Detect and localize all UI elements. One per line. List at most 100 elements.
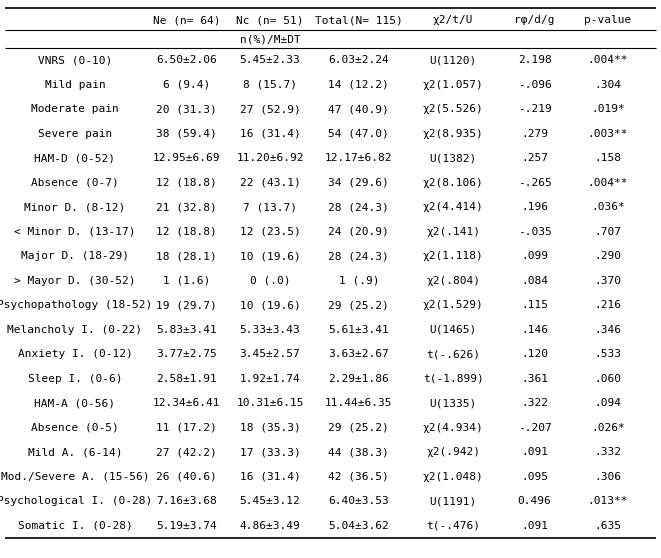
Text: .361: .361 [521,374,548,384]
Text: .004**: .004** [588,55,628,65]
Text: 16 (31.4): 16 (31.4) [239,472,300,482]
Text: 42 (36.5): 42 (36.5) [329,472,389,482]
Text: 12.95±6.69: 12.95±6.69 [153,153,220,163]
Text: .370: .370 [594,276,621,286]
Text: 26 (40.6): 26 (40.6) [156,472,217,482]
Text: 5.83±3.41: 5.83±3.41 [156,325,217,335]
Text: Mild A. (6-14): Mild A. (6-14) [28,448,122,457]
Text: Total(N= 115): Total(N= 115) [315,15,403,25]
Text: 27 (52.9): 27 (52.9) [239,104,300,114]
Text: .196: .196 [521,202,548,212]
Text: .304: .304 [594,80,621,90]
Text: .003**: .003** [588,129,628,139]
Text: .084: .084 [521,276,548,286]
Text: .095: .095 [521,472,548,482]
Text: Melancholy I. (0-22): Melancholy I. (0-22) [7,325,143,335]
Text: 29 (25.2): 29 (25.2) [329,300,389,310]
Text: 20 (31.3): 20 (31.3) [156,104,217,114]
Text: 24 (20.9): 24 (20.9) [329,227,389,237]
Text: χ2(5.526): χ2(5.526) [423,104,484,114]
Text: -.265: -.265 [518,178,551,187]
Text: 11.44±6.35: 11.44±6.35 [325,398,393,408]
Text: 44 (38.3): 44 (38.3) [329,448,389,457]
Text: Absence (0-5): Absence (0-5) [31,423,119,433]
Text: 11 (17.2): 11 (17.2) [156,423,217,433]
Text: 54 (47.0): 54 (47.0) [329,129,389,139]
Text: .091: .091 [521,448,548,457]
Text: .115: .115 [521,300,548,310]
Text: 5.61±3.41: 5.61±3.41 [329,325,389,335]
Text: 6.03±2.24: 6.03±2.24 [329,55,389,65]
Text: Major D. (18-29): Major D. (18-29) [21,251,129,261]
Text: 12 (18.8): 12 (18.8) [156,227,217,237]
Text: 1 (.9): 1 (.9) [338,276,379,286]
Text: .094: .094 [594,398,621,408]
Text: .146: .146 [521,325,548,335]
Text: 16 (31.4): 16 (31.4) [239,129,300,139]
Text: 2.198: 2.198 [518,55,551,65]
Text: 7 (13.7): 7 (13.7) [243,202,297,212]
Text: .060: .060 [594,374,621,384]
Text: 17 (33.3): 17 (33.3) [239,448,300,457]
Text: χ2(.804): χ2(.804) [426,276,480,286]
Text: 3.63±2.67: 3.63±2.67 [329,349,389,359]
Text: 12.34±6.41: 12.34±6.41 [153,398,220,408]
Text: 34 (29.6): 34 (29.6) [329,178,389,187]
Text: .004**: .004** [588,178,628,187]
Text: 11.20±6.92: 11.20±6.92 [236,153,303,163]
Text: 38 (59.4): 38 (59.4) [156,129,217,139]
Text: -.219: -.219 [518,104,551,114]
Text: 1.92±1.74: 1.92±1.74 [239,374,300,384]
Text: .216: .216 [594,300,621,310]
Text: 3.45±2.57: 3.45±2.57 [239,349,300,359]
Text: 6.50±2.06: 6.50±2.06 [156,55,217,65]
Text: .290: .290 [594,251,621,261]
Text: p-value: p-value [584,15,631,25]
Text: Anxiety I. (0-12): Anxiety I. (0-12) [18,349,132,359]
Text: 12.17±6.82: 12.17±6.82 [325,153,393,163]
Text: < Minor D. (13-17): < Minor D. (13-17) [15,227,136,237]
Text: t(-1.899): t(-1.899) [423,374,484,384]
Text: .019*: .019* [591,104,625,114]
Text: U(1465): U(1465) [430,325,477,335]
Text: VNRS (0-10): VNRS (0-10) [38,55,112,65]
Text: 4.86±3.49: 4.86±3.49 [239,521,300,531]
Text: 22 (43.1): 22 (43.1) [239,178,300,187]
Text: 12 (23.5): 12 (23.5) [239,227,300,237]
Text: 14 (12.2): 14 (12.2) [329,80,389,90]
Text: n(%)/M±DT: n(%)/M±DT [239,35,300,45]
Text: 18 (28.1): 18 (28.1) [156,251,217,261]
Text: .257: .257 [521,153,548,163]
Text: 21 (32.8): 21 (32.8) [156,202,217,212]
Text: > Mayor D. (30-52): > Mayor D. (30-52) [15,276,136,286]
Text: 12 (18.8): 12 (18.8) [156,178,217,187]
Text: Severe pain: Severe pain [38,129,112,139]
Text: t(-.626): t(-.626) [426,349,480,359]
Text: Sleep I. (0-6): Sleep I. (0-6) [28,374,122,384]
Text: .091: .091 [521,521,548,531]
Text: 28 (24.3): 28 (24.3) [329,202,389,212]
Text: 47 (40.9): 47 (40.9) [329,104,389,114]
Text: 2.58±1.91: 2.58±1.91 [156,374,217,384]
Text: .120: .120 [521,349,548,359]
Text: 19 (29.7): 19 (29.7) [156,300,217,310]
Text: 2.29±1.86: 2.29±1.86 [329,374,389,384]
Text: -.096: -.096 [518,80,551,90]
Text: χ2(.141): χ2(.141) [426,227,480,237]
Text: χ2(.942): χ2(.942) [426,448,480,457]
Text: χ2(1.529): χ2(1.529) [423,300,484,310]
Text: 10 (19.6): 10 (19.6) [239,300,300,310]
Text: χ2(1.048): χ2(1.048) [423,472,484,482]
Text: χ2(4.414): χ2(4.414) [423,202,484,212]
Text: χ2(8.106): χ2(8.106) [423,178,484,187]
Text: .026*: .026* [591,423,625,433]
Text: 5.19±3.74: 5.19±3.74 [156,521,217,531]
Text: U(1335): U(1335) [430,398,477,408]
Text: Mod./Severe A. (15-56): Mod./Severe A. (15-56) [1,472,149,482]
Text: 10 (19.6): 10 (19.6) [239,251,300,261]
Text: Ne (n= 64): Ne (n= 64) [153,15,220,25]
Text: U(1382): U(1382) [430,153,477,163]
Text: 6.40±3.53: 6.40±3.53 [329,496,389,506]
Text: 18 (35.3): 18 (35.3) [239,423,300,433]
Text: 3.77±2.75: 3.77±2.75 [156,349,217,359]
